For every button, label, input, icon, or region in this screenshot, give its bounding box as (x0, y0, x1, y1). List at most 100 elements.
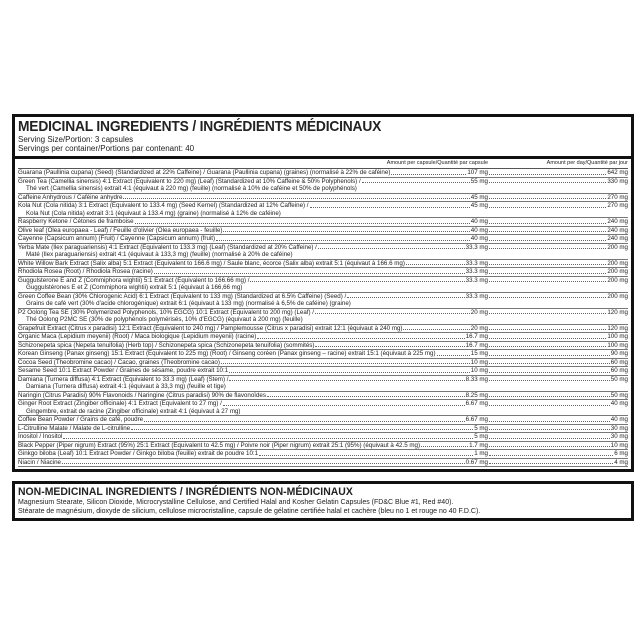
ingredient-name: Cocoa Seed (Theobromine cacao) / Cacao, … (18, 358, 220, 366)
dot-leader (436, 350, 470, 356)
dot-leader (421, 442, 469, 447)
column-headers: Amount per capsule/Quantité par capsule … (18, 159, 628, 169)
dot-leader (250, 277, 465, 282)
dot-leader (63, 433, 474, 439)
dot-leader (266, 392, 465, 397)
ingredient-name: Green Coffee Bean (30% Chlorogenic Acid)… (18, 292, 347, 300)
dot-leader (216, 235, 470, 241)
dot-leader (489, 169, 607, 175)
ingredient-row: Schizonepeta spica (Nepeta tenuifolia) (… (18, 341, 628, 350)
amount-per-capsule: 5 mg (474, 433, 488, 440)
amount-per-day: 40 mg (610, 400, 628, 407)
label-panels: MEDICINAL INGREDIENTS / INGRÉDIENTS MÉDI… (12, 114, 634, 521)
dot-leader (229, 367, 470, 373)
dot-leader (257, 333, 465, 339)
ingredient-name: Black Pepper (Piper nigrum) Extract (95%… (18, 441, 421, 449)
amount-per-capsule: 15 mg (470, 350, 488, 357)
dot-leader (317, 244, 465, 249)
amount-per-day: 330 mg (607, 177, 628, 185)
amount-per-day: 30 mg (610, 424, 628, 432)
amount-per-day: 100 mg (607, 341, 628, 349)
ingredient-name: Yerba Mate (Ilex paraguariensis) 4:1 Ext… (18, 243, 317, 251)
amount-per-capsule: 33.3 mg (465, 268, 488, 275)
amount-per-day: 120 mg (607, 308, 628, 316)
ingredient-row: White Willow Bark Extract (Salix alba) 5… (18, 259, 628, 268)
ingredient-row: Green Tea (Camellia sinensis) 4:1 Extrac… (18, 178, 628, 194)
ingredient-name: Sesame Seed 10:1 Extract Powder / Graine… (18, 367, 229, 374)
amount-per-capsule: 33.3 mg (465, 292, 488, 300)
ingredient-french-name: Damiana (Turnera diffusa) extrait 4:1 (é… (26, 383, 226, 390)
dot-leader (489, 218, 607, 224)
ingredient-name: White Willow Bark Extract (Salix alba) 5… (18, 259, 405, 267)
ingredient-french-name: Kola Nut (Cola nitida) extrait 3:1 (équi… (26, 209, 281, 217)
ingredient-name: Raspberry Ketone / Cétones de framboise (18, 218, 134, 225)
non-medicinal-title: NON-MEDICINAL INGREDIENTS / INGRÉDIENTS … (18, 486, 353, 498)
amount-per-capsule: 40 mg (470, 235, 488, 242)
amount-per-day: 50 mg (610, 375, 628, 383)
ingredient-row: Damiana (Turnera diffusa) 4:1 Extract (E… (18, 376, 628, 392)
ingredient-row: Ginkgo biloba (Leaf) 10:1 Extract Powder… (18, 450, 628, 459)
amount-per-day: 60 mg (610, 367, 628, 374)
amount-per-day: 240 mg (607, 226, 628, 234)
ingredient-row: Grapefruit Extract (Citrus x paradisi) 1… (18, 324, 628, 333)
dot-leader (309, 202, 470, 208)
ingredient-row: Raspberry Ketone / Cétones de framboise 4… (18, 218, 628, 227)
non-medicinal-french: Stéarate de magnésium, dioxyde de silici… (18, 508, 481, 515)
dot-leader (131, 425, 474, 430)
dot-leader (153, 268, 465, 274)
ingredient-name: Damiana (Turnera diffusa) 4:1 Extract (E… (18, 375, 229, 383)
ingredient-row: Niacin / Niacine 0.67 mg 4 mg (18, 459, 628, 467)
dot-leader (403, 325, 470, 330)
amount-per-capsule: 6.67 mg (465, 416, 488, 423)
dot-leader (489, 194, 607, 199)
ingredient-row: Guarana (Paullinia cupana) (Seed) (Stand… (18, 169, 628, 178)
amount-per-day: 200 mg (607, 268, 628, 275)
ingredient-name: Schizonepeta spica (Nepeta tenuifolia) (… (18, 341, 315, 349)
amount-per-capsule: 10 mg (470, 358, 488, 366)
dot-leader (489, 442, 610, 447)
non-medicinal-english: Magnesium Stearate, Silicon Dioxide, Mic… (18, 499, 454, 506)
amount-per-capsule: 40 mg (470, 226, 488, 234)
dot-leader (223, 227, 470, 232)
amount-per-day: 200 mg (607, 259, 628, 267)
dot-leader (489, 433, 610, 439)
amount-per-day: 200 mg (607, 292, 628, 300)
ingredient-row: Olive leaf (Olea europaea - Leaf) / Feui… (18, 226, 628, 235)
amount-per-day: 100 mg (607, 333, 628, 340)
ingredient-name: Guarana (Paullinia cupana) (Seed) (Stand… (18, 169, 391, 176)
dot-leader (229, 376, 465, 381)
amount-per-day: 60 mg (610, 358, 628, 366)
ingredient-row: Coffee Bean Powder / Grains de café, pou… (18, 416, 628, 425)
medicinal-ingredients-panel: MEDICINAL INGREDIENTS / INGRÉDIENTS MÉDI… (12, 114, 634, 472)
medicinal-title: MEDICINAL INGREDIENTS / INGRÉDIENTS MÉDI… (18, 118, 382, 135)
amount-per-capsule: 6.67 mg (465, 400, 488, 407)
amount-per-capsule: 45 mg (470, 202, 488, 209)
amount-per-capsule: 55 mg (470, 177, 488, 185)
amount-per-day: 50 mg (610, 391, 628, 399)
dot-leader (489, 325, 607, 330)
ingredient-name: Green Tea (Camellia sinensis) 4:1 Extrac… (18, 177, 361, 185)
ingredient-name: Guggulsterone E and Z (Commiphora wighti… (18, 276, 250, 284)
dot-leader (489, 260, 607, 265)
dot-leader (489, 277, 607, 282)
ingredient-row: Inositol / Inositol 5 mg 30 mg (18, 433, 628, 442)
ingredient-name: Naringin (Citrus Paradisi) 90% Flavonoid… (18, 391, 266, 399)
dot-leader (134, 218, 470, 224)
ingredient-row: Cocoa Seed (Theobromine cacao) / Cacao, … (18, 358, 628, 367)
amount-per-day: 200 mg (607, 243, 628, 251)
amount-per-day: 120 mg (607, 324, 628, 332)
amount-per-capsule: 33.3 mg (465, 243, 488, 251)
ingredient-french-name: Grains de café vert (30% d'acide chlorog… (26, 300, 351, 307)
dot-leader (489, 376, 610, 381)
amount-per-capsule: 10 mg (470, 367, 488, 374)
amount-per-capsule: 8.33 mg (465, 375, 488, 383)
ingredient-name: Caffeine Anhydrous / Caféine anhydre (18, 193, 123, 201)
amount-per-capsule: 20 mg (470, 324, 488, 332)
dot-leader (259, 450, 474, 456)
ingredient-name: Ginkgo biloba (Leaf) 10:1 Extract Powder… (18, 450, 259, 457)
dot-leader (361, 178, 470, 183)
ingredient-row: Korean Ginseng (Panax ginseng) 15:1 Extr… (18, 350, 628, 359)
ingredient-french-name: Maté (Ilex paraguariensis) extrait 4:1 (… (26, 251, 293, 258)
amount-per-capsule: 107 mg (467, 169, 488, 176)
amount-per-day: 270 mg (607, 193, 628, 201)
